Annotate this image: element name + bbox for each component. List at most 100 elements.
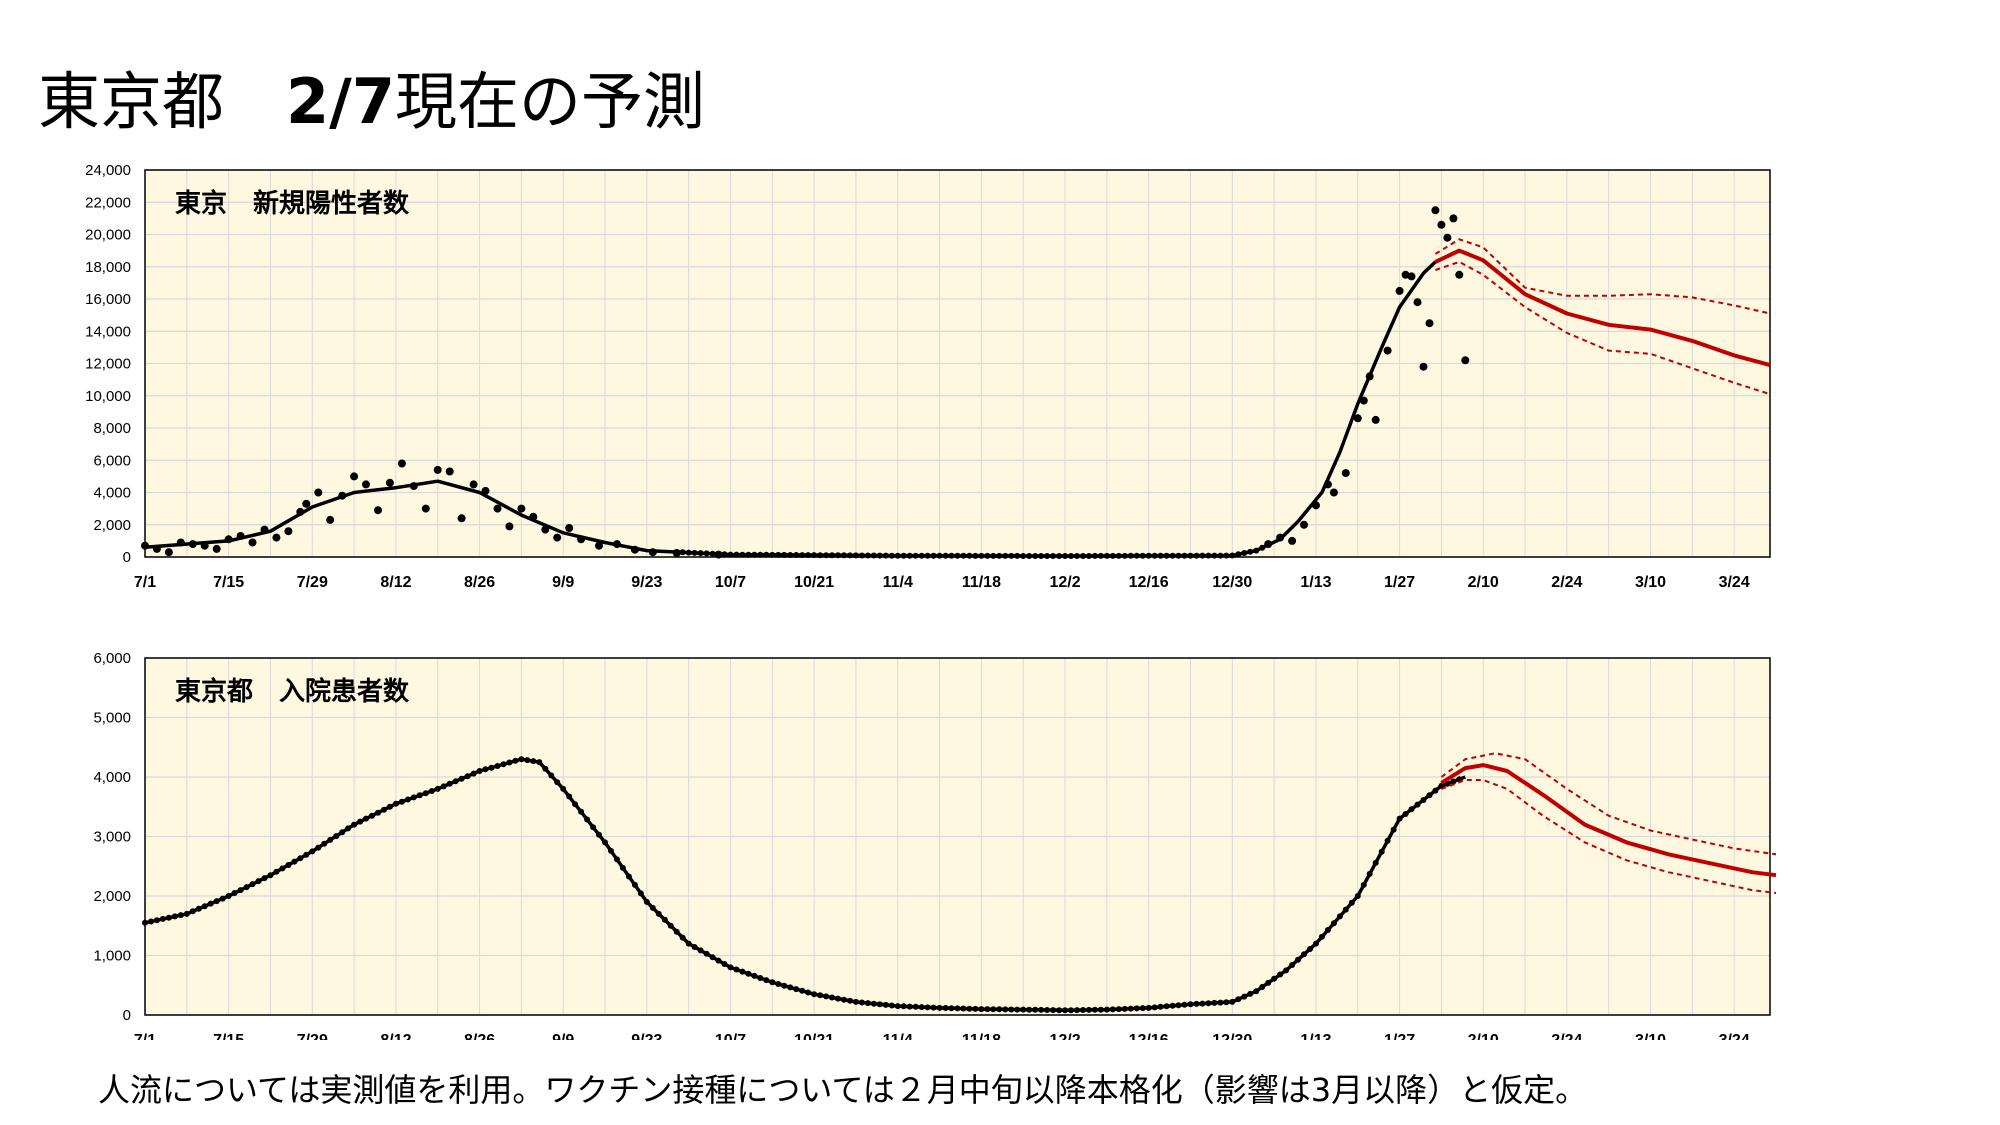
observed-point — [159, 915, 166, 922]
observed-point — [1259, 984, 1266, 990]
observed-point — [1151, 1004, 1158, 1011]
observed-point — [1289, 962, 1296, 968]
y-tick-label: 10,000 — [85, 388, 131, 405]
observed-point — [237, 887, 244, 894]
observed-point — [261, 875, 268, 882]
observed-point — [864, 552, 871, 559]
daily-count-point — [1443, 233, 1452, 242]
observed-point — [1307, 946, 1313, 952]
observed-point — [1426, 792, 1433, 799]
observed-point — [524, 757, 531, 764]
observed-point — [888, 552, 895, 559]
y-tick-label: 16,000 — [85, 291, 131, 308]
observed-point — [775, 551, 782, 558]
observed-point — [894, 1003, 901, 1010]
observed-point — [876, 1001, 883, 1008]
observed-point — [1432, 787, 1439, 794]
observed-point — [829, 994, 835, 1001]
observed-point — [1014, 1006, 1021, 1013]
daily-count-point — [260, 525, 269, 534]
observed-point — [823, 552, 830, 559]
observed-point — [476, 768, 483, 774]
observed-point — [357, 818, 364, 825]
daily-count-point — [314, 488, 323, 497]
x-tick-label: 10/21 — [794, 1032, 834, 1040]
y-tick-label: 3,000 — [93, 829, 131, 846]
x-tick-label: 8/12 — [380, 1032, 411, 1040]
y-tick-label: 20,000 — [85, 227, 131, 244]
observed-point — [464, 773, 471, 780]
observed-point — [297, 855, 304, 862]
observed-point — [811, 991, 818, 998]
observed-point — [542, 765, 549, 772]
observed-point — [1121, 1005, 1128, 1012]
observed-point — [142, 919, 148, 926]
observed-point — [351, 821, 358, 828]
observed-point — [488, 764, 495, 771]
observed-point — [1402, 811, 1409, 817]
observed-point — [751, 972, 758, 979]
observed-point — [1050, 1007, 1057, 1014]
observed-point — [315, 844, 322, 851]
observed-point — [530, 758, 537, 765]
daily-count-point — [1455, 270, 1464, 279]
observed-point — [1050, 553, 1057, 559]
observed-point — [375, 809, 381, 816]
observed-point — [817, 552, 824, 559]
observed-point — [900, 552, 907, 559]
daily-count-point — [409, 482, 418, 491]
observed-point — [578, 808, 585, 815]
observed-point — [1062, 553, 1068, 559]
observed-point — [727, 551, 734, 558]
daily-count-point — [1419, 362, 1428, 371]
x-tick-label: 12/2 — [1049, 574, 1080, 591]
observed-point — [691, 944, 698, 950]
observed-point — [847, 997, 853, 1004]
observed-point — [1336, 913, 1343, 920]
observed-point — [1265, 979, 1272, 986]
observed-point — [870, 552, 877, 559]
daily-count-point — [421, 504, 430, 513]
observed-point — [1008, 552, 1015, 559]
observed-point — [422, 790, 429, 797]
observed-point — [195, 905, 202, 912]
observed-point — [703, 550, 710, 557]
x-tick-label: 11/18 — [962, 1032, 1001, 1040]
x-tick-label: 2/10 — [1468, 574, 1499, 591]
observed-point — [637, 890, 644, 897]
observed-point — [709, 550, 716, 557]
observed-point — [906, 552, 913, 559]
title-date: 2/7 — [286, 65, 395, 138]
x-tick-label: 7/29 — [297, 1032, 328, 1040]
observed-point — [1133, 1005, 1140, 1012]
observed-point — [1121, 552, 1128, 559]
observed-point — [291, 858, 298, 865]
observed-point — [219, 895, 226, 902]
observed-point — [1277, 971, 1284, 978]
observed-point — [667, 922, 674, 929]
observed-point — [703, 950, 710, 957]
observed-point — [649, 904, 656, 911]
observed-point — [835, 995, 841, 1002]
observed-point — [673, 928, 680, 935]
observed-point — [727, 964, 734, 971]
observed-point — [1056, 1007, 1063, 1014]
observed-point — [1026, 553, 1033, 559]
observed-point — [1109, 1006, 1116, 1013]
title-region: 東京都 — [38, 65, 225, 138]
forecast-median-line — [1434, 248, 1771, 368]
observed-point — [661, 916, 668, 923]
observed-point — [918, 1004, 925, 1011]
observed-point — [799, 552, 806, 559]
observed-point — [918, 552, 925, 559]
x-tick-label: 10/21 — [794, 574, 834, 591]
observed-point — [404, 796, 411, 803]
x-tick-label: 9/9 — [552, 1032, 574, 1040]
observed-point — [243, 884, 250, 891]
observed-point — [733, 966, 740, 973]
x-tick-label: 11/18 — [962, 574, 1001, 591]
observed-point — [398, 798, 405, 805]
x-tick-label: 7/29 — [297, 574, 328, 591]
daily-count-point — [1276, 533, 1285, 542]
observed-point — [1085, 1006, 1092, 1013]
